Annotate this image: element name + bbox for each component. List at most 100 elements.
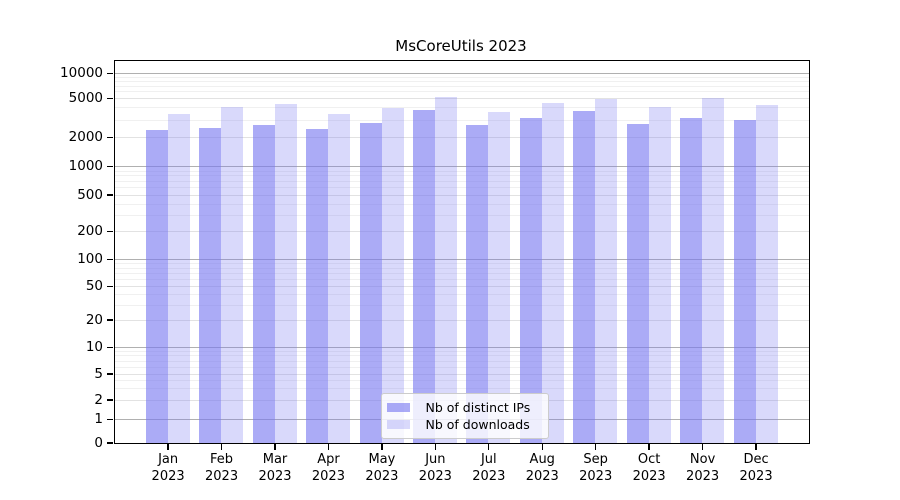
gridline <box>114 279 809 281</box>
y-tick-mark <box>107 346 113 348</box>
x-tick-label: Mar 2023 <box>258 452 292 484</box>
bar-downloads-sep <box>595 98 618 443</box>
gridline <box>114 97 809 99</box>
gridline <box>114 180 809 182</box>
legend-label-downloads: Nb of downloads <box>425 417 530 432</box>
gridline <box>114 166 809 168</box>
gridline <box>114 360 809 362</box>
gridline <box>114 366 809 368</box>
legend: Nb of distinct IPs Nb of downloads <box>380 393 549 439</box>
y-tick-label: 20 <box>85 311 103 328</box>
bar-distinct-ips-apr <box>306 128 329 443</box>
gridline <box>114 272 809 274</box>
x-tick-mark <box>755 444 757 450</box>
x-tick-label: May 2023 <box>365 452 399 484</box>
y-tick-mark <box>107 418 113 421</box>
y-tick-mark <box>107 442 113 444</box>
gridline <box>114 286 809 288</box>
bar-distinct-ips-jul <box>466 125 489 443</box>
bar-downloads-jul <box>488 112 511 443</box>
y-tick-mark <box>107 399 113 401</box>
gridline <box>114 119 809 121</box>
y-tick-label: 500 <box>77 186 103 203</box>
y-tick-label: 200 <box>77 223 103 240</box>
legend-item-downloads: Nb of downloads <box>386 416 541 433</box>
y-tick-mark <box>107 166 113 168</box>
y-tick-mark <box>107 194 113 196</box>
x-tick-mark <box>327 444 330 450</box>
bar-distinct-ips-sep <box>573 110 596 443</box>
bar-downloads-nov <box>702 98 725 443</box>
y-tick-label: 5000 <box>68 89 103 106</box>
x-tick-label: Nov 2023 <box>686 452 720 484</box>
y-tick-label: 100 <box>77 250 103 267</box>
y-tick-label: 5 <box>94 365 103 382</box>
y-tick-label: 2000 <box>68 128 103 145</box>
x-tick-mark <box>648 444 650 450</box>
legend-item-distinct-ips: Nb of distinct IPs <box>386 399 541 416</box>
gridline <box>114 388 809 390</box>
gridline <box>114 76 809 78</box>
legend-swatch-distinct-ips <box>386 403 410 412</box>
y-tick-label: 50 <box>85 278 103 295</box>
gridline <box>114 346 809 348</box>
gridline <box>114 91 809 93</box>
x-tick-label: Jan 2023 <box>151 452 185 484</box>
gridline <box>114 267 809 269</box>
y-tick-label: 2 <box>94 391 103 408</box>
bar-distinct-ips-aug <box>519 117 542 443</box>
x-tick-label: Sep 2023 <box>579 452 613 484</box>
gridline <box>114 231 809 233</box>
bar-distinct-ips-jan <box>145 130 168 443</box>
gridline <box>114 379 809 381</box>
gridline <box>114 194 809 196</box>
gridline <box>114 85 809 87</box>
gridline <box>114 80 809 82</box>
bar-downloads-aug <box>541 103 564 443</box>
y-tick-label: 10000 <box>60 64 103 81</box>
gridline <box>114 350 809 352</box>
bar-downloads-mar <box>274 104 297 443</box>
x-tick-label: Jun 2023 <box>418 452 452 484</box>
x-tick-mark <box>701 444 704 450</box>
y-tick-mark <box>107 136 113 138</box>
y-tick-mark <box>107 258 113 260</box>
x-tick-label: Jul 2023 <box>472 452 506 484</box>
bar-distinct-ips-nov <box>680 118 703 443</box>
gridline <box>114 107 809 109</box>
y-tick-label: 1 <box>94 411 103 427</box>
gridline <box>114 355 809 357</box>
bar-downloads-oct <box>648 106 671 443</box>
legend-swatch-downloads <box>386 420 410 429</box>
bar-distinct-ips-may <box>359 123 382 443</box>
x-tick-mark <box>381 444 383 450</box>
gridline <box>114 263 809 265</box>
bar-downloads-apr <box>328 114 351 443</box>
bar-distinct-ips-jun <box>412 109 435 443</box>
bar-downloads-may <box>381 107 404 443</box>
gridline <box>114 304 809 306</box>
gridline <box>114 294 809 296</box>
plot-area: Nb of distinct IPs Nb of downloads <box>113 60 810 444</box>
x-tick-mark <box>274 444 276 450</box>
x-tick-mark <box>488 444 490 450</box>
bar-distinct-ips-dec <box>733 120 756 443</box>
x-tick-label: Feb 2023 <box>205 452 239 484</box>
x-tick-label: Aug 2023 <box>525 452 559 484</box>
gridline <box>114 258 809 260</box>
bar-downloads-feb <box>221 107 244 443</box>
gridline <box>114 175 809 177</box>
y-tick-mark <box>107 72 113 74</box>
bar-downloads-dec <box>755 104 778 443</box>
x-tick-mark <box>434 444 437 450</box>
chart-title: MsCoreUtils 2023 <box>395 37 527 55</box>
x-tick-mark <box>541 444 543 450</box>
legend-label-distinct-ips: Nb of distinct IPs <box>425 400 531 415</box>
bar-distinct-ips-mar <box>252 125 275 443</box>
y-tick-mark <box>107 231 113 233</box>
x-tick-mark <box>595 444 597 450</box>
y-tick-mark <box>107 373 113 375</box>
bar-downloads-jun <box>434 97 457 443</box>
bar-downloads-jan <box>167 113 190 443</box>
